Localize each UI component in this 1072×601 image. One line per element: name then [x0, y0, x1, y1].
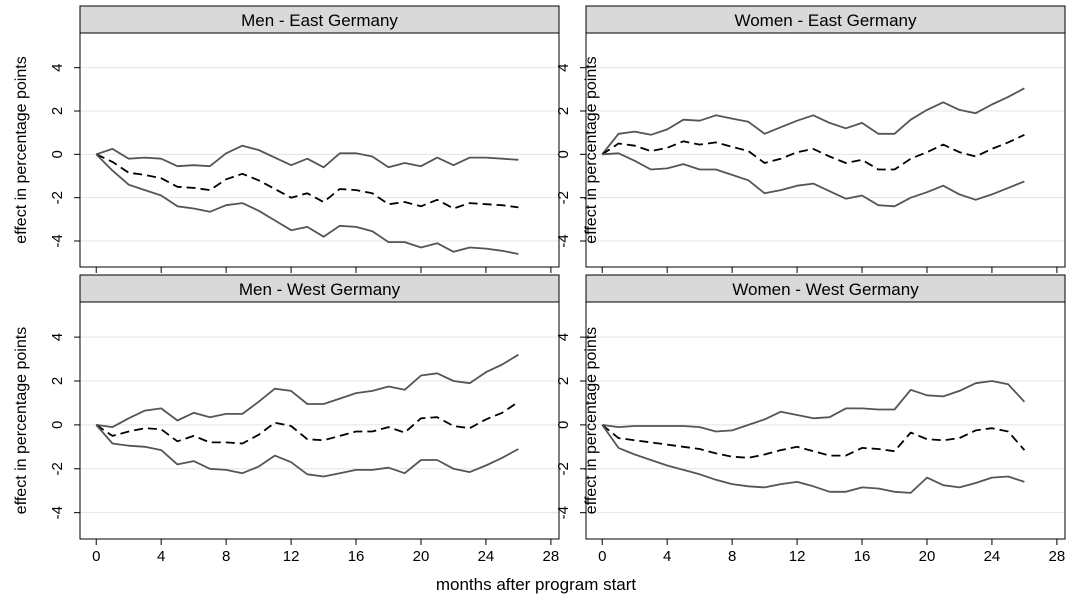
y-tick-label: 2 [555, 377, 572, 385]
y-tick-label: 2 [49, 107, 66, 115]
x-tick-label: 8 [728, 548, 736, 565]
y-tick-label: -4 [49, 506, 66, 519]
y-tick-label: 0 [555, 421, 572, 429]
x-tick-label: 4 [157, 548, 165, 565]
x-tick-label: 20 [919, 548, 936, 565]
series-lower-line [95, 424, 519, 478]
series-upper-line [602, 380, 1026, 433]
panel-title-strip [79, 5, 560, 34]
y-tick-label: -2 [555, 191, 572, 204]
series-lower-line [95, 153, 519, 255]
y-tick-label: 0 [555, 150, 572, 158]
series-upper-line [601, 87, 1025, 155]
panels-layer: Men - East Germany-4-20240481216202428ef… [13, 5, 1066, 565]
panel-title: Men - West Germany [239, 280, 401, 299]
x-tick-label: 4 [663, 548, 671, 565]
plot-frame [79, 301, 560, 540]
y-tick-label: 2 [555, 107, 572, 115]
panel-1: Men - East Germany-4-20240481216202428ef… [13, 5, 560, 293]
y-tick-label: -2 [49, 462, 66, 475]
x-tick-label: 12 [789, 548, 806, 565]
panel-title: Women - West Germany [732, 280, 919, 299]
y-tick-label: -4 [555, 506, 572, 519]
series-lower-line [601, 424, 1025, 494]
y-tick-label: 4 [555, 333, 572, 341]
panel-title-strip [585, 5, 1066, 34]
x-tick-label: 20 [413, 548, 430, 565]
y-tick-label: 4 [49, 63, 66, 71]
x-tick-label: 28 [1049, 548, 1066, 565]
y-axis-title: effect in percentage points [13, 56, 30, 243]
y-tick-label: -2 [49, 191, 66, 204]
series-estimate-line [601, 424, 1026, 459]
y-tick-label: 0 [49, 150, 66, 158]
panel-title: Men - East Germany [241, 11, 398, 30]
y-axis-title: effect in percentage points [583, 327, 600, 514]
x-tick-label: 8 [222, 548, 230, 565]
y-tick-label: 2 [49, 377, 66, 385]
x-axis-title: months after program start [436, 575, 637, 594]
y-axis-title: effect in percentage points [13, 327, 30, 514]
x-tick-label: 24 [478, 548, 495, 565]
y-tick-label: 4 [49, 333, 66, 341]
x-tick-label: 16 [854, 548, 871, 565]
panel-title: Women - East Germany [734, 11, 917, 30]
y-axis-title: effect in percentage points [583, 56, 600, 243]
y-tick-label: 4 [555, 63, 572, 71]
x-tick-label: 24 [984, 548, 1001, 565]
plot-frame [79, 32, 560, 268]
x-tick-label: 0 [92, 548, 100, 565]
y-tick-label: -2 [555, 462, 572, 475]
y-tick-label: 0 [49, 421, 66, 429]
panel-2: Women - East Germany-4-20240481216202428… [555, 5, 1066, 293]
series-upper-line [95, 144, 519, 169]
series-lower-line [602, 152, 1025, 208]
series-estimate-line [95, 153, 519, 210]
panel-title-strip [585, 274, 1066, 303]
x-tick-label: 28 [543, 548, 560, 565]
series-upper-line [96, 353, 519, 429]
y-tick-label: -4 [555, 234, 572, 247]
series-estimate-line [601, 133, 1025, 171]
plot-frame [585, 32, 1066, 268]
series-estimate-line [95, 401, 519, 445]
x-tick-label: 16 [348, 548, 365, 565]
x-tick-label: 0 [598, 548, 606, 565]
y-tick-label: -4 [49, 234, 66, 247]
plot-frame [585, 301, 1066, 540]
x-tick-label: 12 [283, 548, 300, 565]
